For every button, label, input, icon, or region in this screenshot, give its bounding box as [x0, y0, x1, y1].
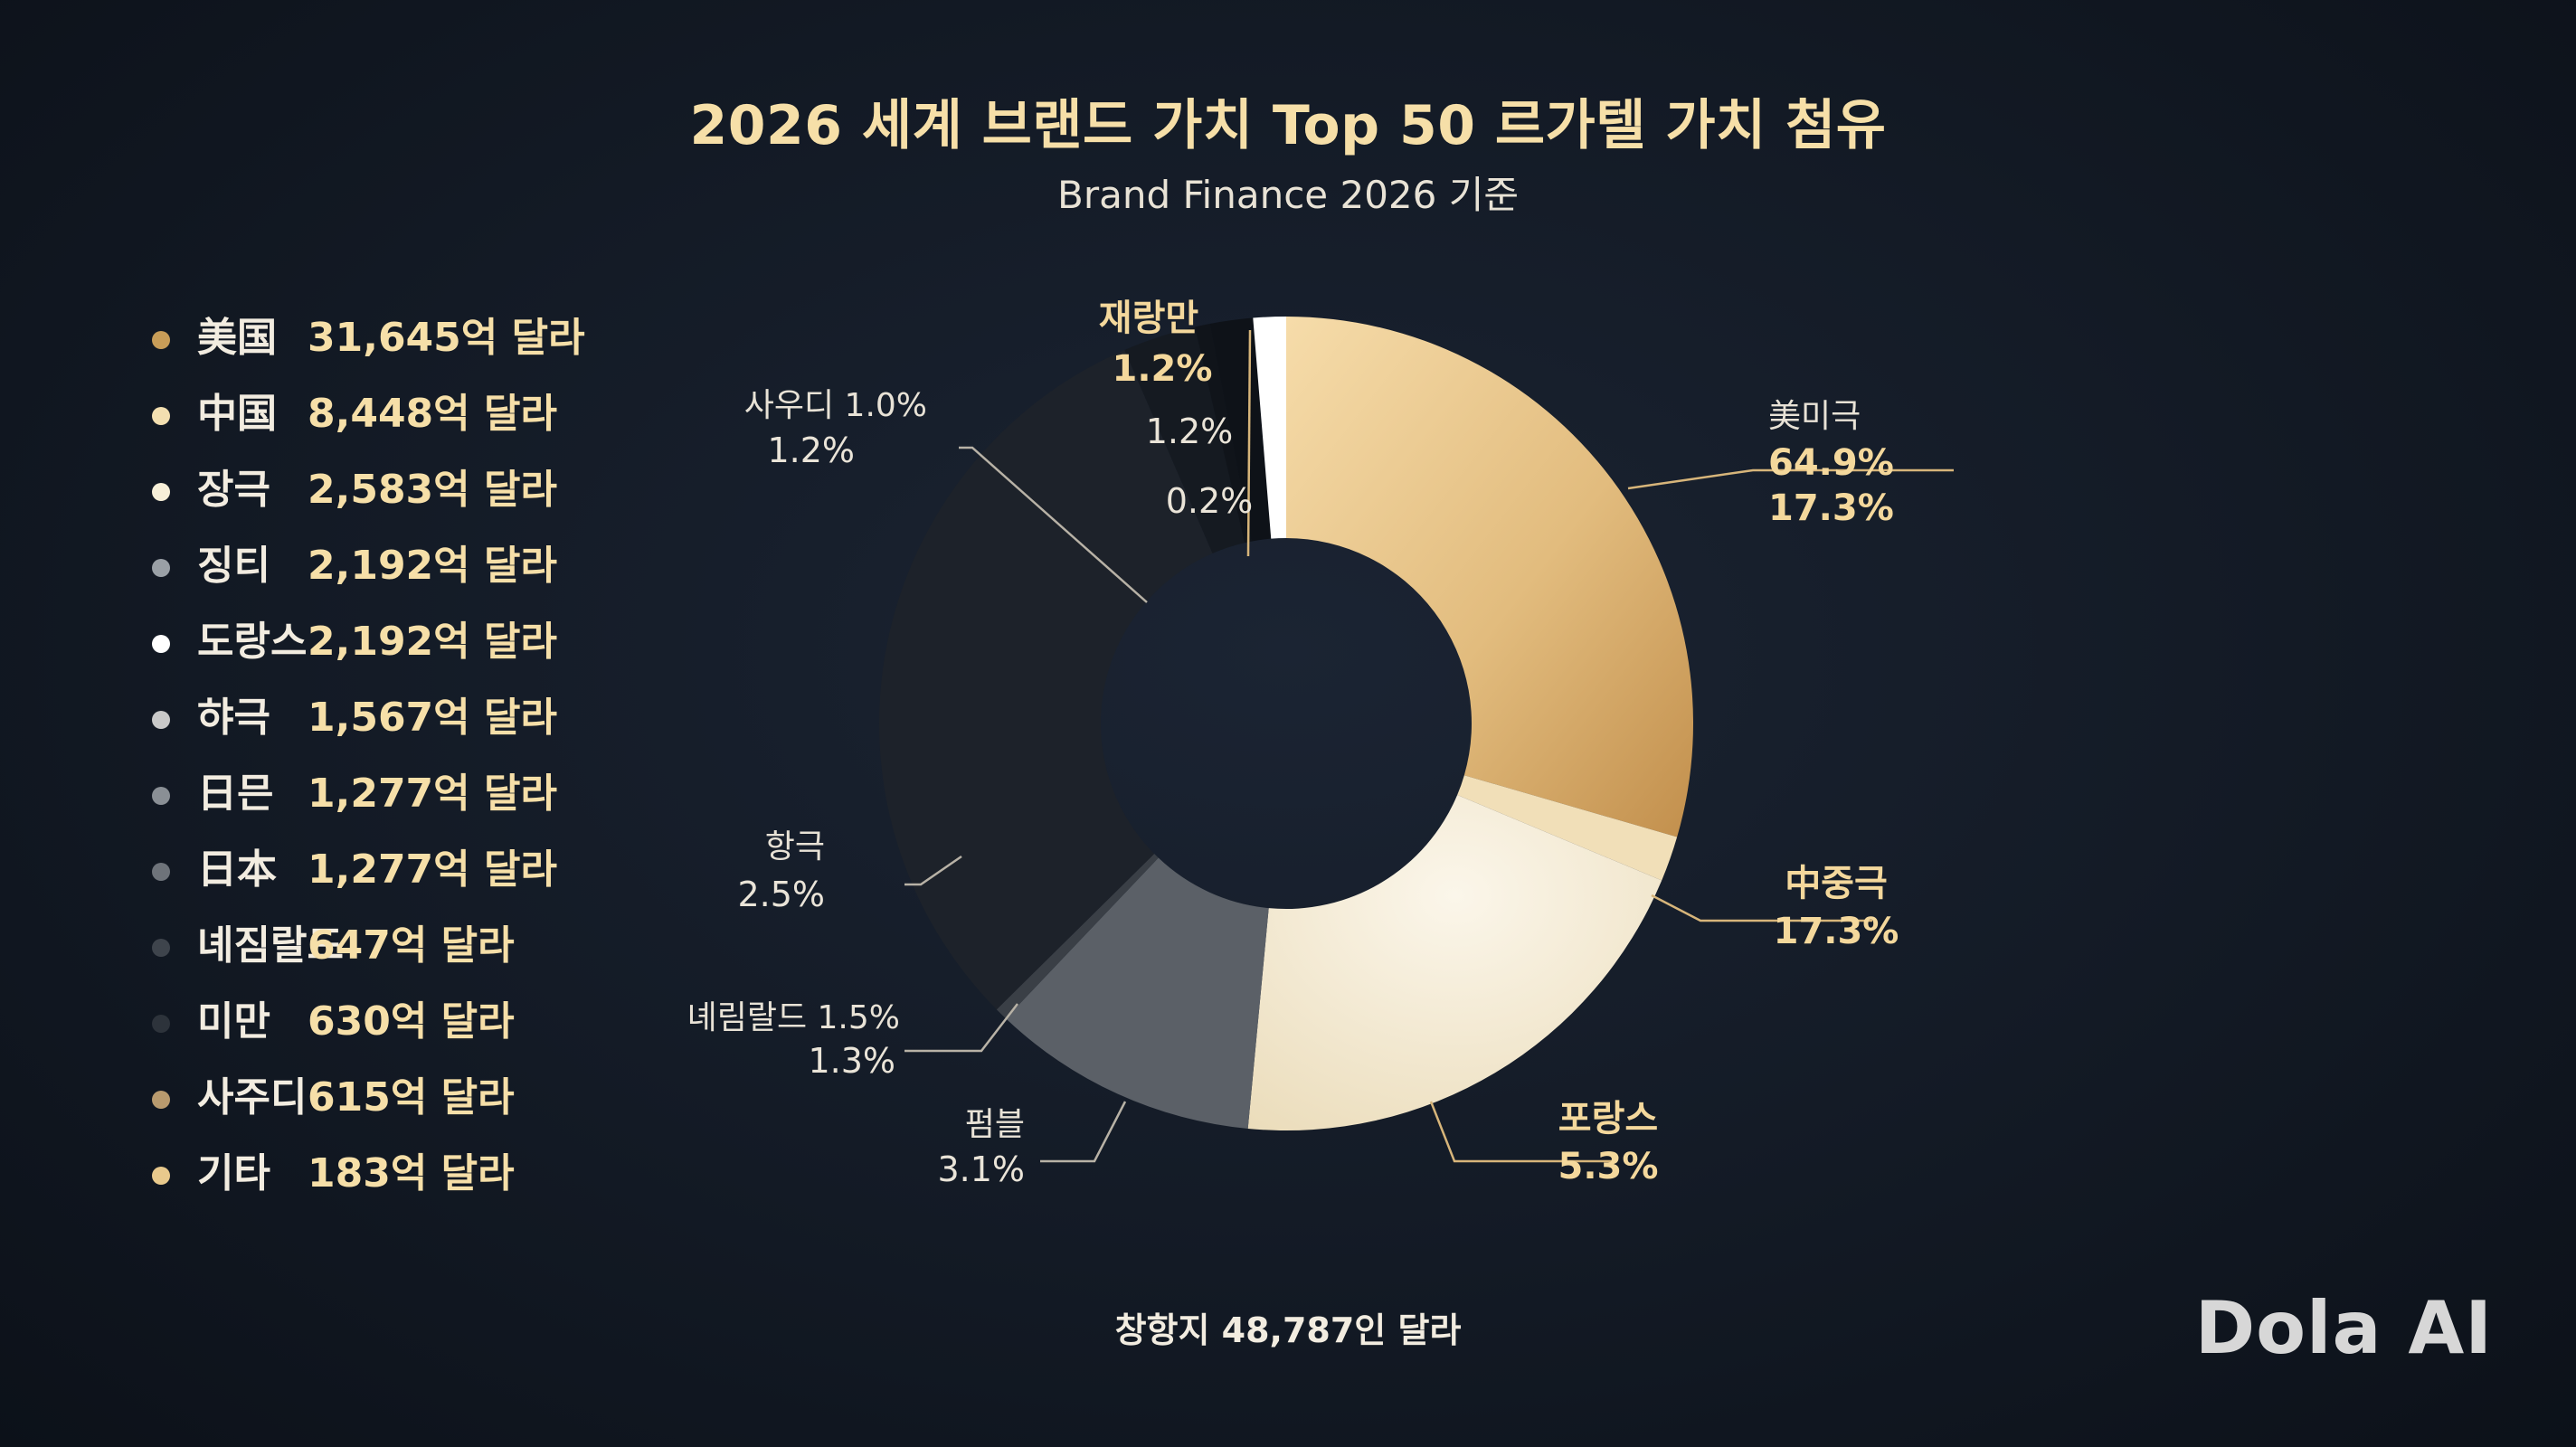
- legend-country: 녜짐랄드: [197, 922, 344, 969]
- legend-dot: [152, 787, 170, 805]
- legend-dot: [152, 1167, 170, 1185]
- legend-value: 615억 달라: [308, 1074, 515, 1121]
- leader-line: [1651, 894, 1872, 922]
- donut-slice: [879, 350, 1213, 1010]
- legend-country: 美国: [197, 315, 277, 361]
- legend-value: 2,192억 달라: [308, 619, 557, 665]
- donut-slice: [1247, 795, 1662, 1130]
- legend-value: 2,583억 달라: [308, 467, 557, 513]
- legend-item: 징티 2,192억 달라: [145, 528, 706, 604]
- total-value: 창항지 48,787인 달라: [1114, 1310, 1462, 1350]
- legend-dot: [152, 407, 170, 425]
- legend-item: 기타 183억 달라: [145, 1136, 706, 1212]
- legend-item: 사주디 615억 달라: [145, 1060, 706, 1136]
- legend-dot: [152, 939, 170, 957]
- legend-dot: [152, 635, 170, 653]
- legend-dot: [152, 1015, 170, 1033]
- legend-country: 사주디: [197, 1074, 308, 1121]
- legend-item: 美国 31,645억 달라: [145, 300, 706, 376]
- legend-value: 183억 달라: [308, 1150, 515, 1196]
- donut-slice: [1209, 317, 1272, 542]
- leader-line: [904, 855, 962, 886]
- legend-value: 630억 달라: [308, 998, 515, 1045]
- slice-label: 펌블: [965, 1106, 1025, 1143]
- legend-country: 기타: [197, 1150, 270, 1196]
- slice-label: 항극: [765, 828, 825, 865]
- legend-country: 징티: [197, 543, 270, 589]
- legend-value: 2,192억 달라: [308, 543, 557, 589]
- chart-subtitle: Brand Finance 2026 기준: [1057, 173, 1519, 217]
- legend-value: 1,277억 달라: [308, 846, 557, 893]
- slice-label: 사우디 1.0%: [744, 387, 927, 424]
- slice-label: 2.5%: [737, 875, 825, 914]
- slice-label: 0.2%: [1166, 481, 1254, 521]
- slice-label: 中중극: [1785, 863, 1888, 904]
- slice-label: 녜림랄드 1.5%: [687, 999, 900, 1036]
- legend-item: 中国 8,448억 달라: [145, 376, 706, 452]
- legend-value: 1,277억 달라: [308, 771, 557, 817]
- slice-label: 5.3%: [1558, 1146, 1659, 1187]
- watermark-logo: Dola AI: [2194, 1286, 2493, 1370]
- slice-label: 美미극: [1768, 398, 1861, 435]
- slice-label: 64.9%: [1768, 442, 1894, 484]
- leader-line: [1246, 329, 1252, 557]
- legend-item: 햐극 1,567억 달라: [145, 680, 706, 756]
- donut-slice: [1253, 317, 1286, 539]
- legend-dot: [152, 559, 170, 577]
- legend-item: 녜짐랄드 647억 달라: [145, 908, 706, 984]
- donut-slice: [1124, 326, 1245, 553]
- legend-country: 中国: [197, 391, 277, 437]
- legend-country: 미만: [197, 998, 270, 1045]
- legend-value: 31,645억 달라: [308, 315, 585, 361]
- chart-title: 2026 세계 브랜드 가치 Top 50 르가텔 가치 첨유: [689, 94, 1887, 157]
- leader-line: [1429, 1101, 1617, 1163]
- slice-label: 1.3%: [808, 1041, 895, 1081]
- slice-label: 17.3%: [1768, 487, 1894, 529]
- leader-line: [904, 1003, 1018, 1053]
- legend-country: 日本: [197, 846, 277, 893]
- donut-slice: [1457, 775, 1678, 881]
- donut-slice: [996, 854, 1159, 1019]
- slice-label: 1.2%: [1113, 348, 1213, 390]
- leader-line: [1627, 468, 1954, 490]
- legend-value: 647억 달라: [308, 922, 515, 969]
- legend-dot: [152, 711, 170, 729]
- legend-dot: [152, 483, 170, 501]
- slice-label: 포랑스: [1558, 1098, 1658, 1140]
- leader-line: [1040, 1101, 1127, 1163]
- legend-country: 도랑스: [197, 619, 308, 665]
- legend-country: 日믄: [197, 771, 274, 817]
- legend-item: 도랑스 2,192억 달라: [145, 604, 706, 680]
- legend-item: 장극 2,583억 달라: [145, 452, 706, 528]
- legend-country: 햐극: [197, 695, 270, 741]
- legend-item: 미만 630억 달라: [145, 984, 706, 1060]
- donut-slice: [1286, 317, 1694, 837]
- slice-label: 3.1%: [937, 1149, 1025, 1189]
- slice-label: 1.2%: [1146, 411, 1234, 451]
- legend: 美国 31,645억 달라 中国 8,448억 달라 장극 2,583억 달라 …: [145, 300, 706, 1212]
- slice-label: 1.2%: [767, 430, 855, 470]
- legend-dot: [152, 863, 170, 881]
- donut-slice: [1195, 323, 1252, 544]
- slice-label: 17.3%: [1774, 911, 1899, 952]
- legend-dot: [152, 1091, 170, 1109]
- donut-slice: [1005, 857, 1269, 1130]
- legend-value: 1,567억 달라: [308, 695, 557, 741]
- legend-value: 8,448억 달라: [308, 391, 557, 437]
- slice-label: 재랑만: [1099, 298, 1199, 339]
- legend-item: 日本 1,277억 달라: [145, 832, 706, 908]
- legend-country: 장극: [197, 467, 270, 513]
- leader-line: [959, 446, 1148, 603]
- legend-dot: [152, 331, 170, 349]
- legend-item: 日믄 1,277억 달라: [145, 756, 706, 832]
